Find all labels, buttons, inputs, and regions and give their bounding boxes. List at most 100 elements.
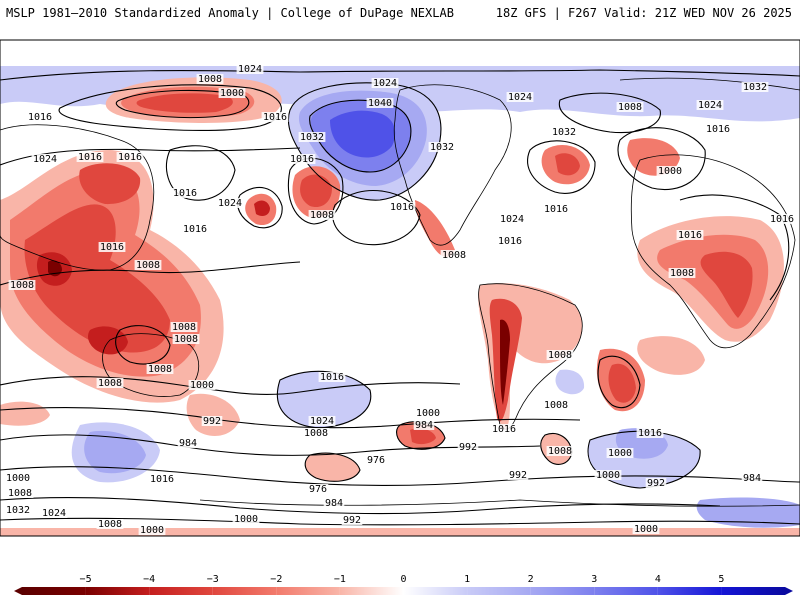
isobar-label: 1000 (190, 380, 214, 391)
colorbar-segment (594, 587, 658, 595)
colorbar-segment (721, 587, 785, 595)
isobar-label-bg (298, 132, 326, 142)
isobar-label-bg (636, 428, 664, 438)
isobar-label: 1008 (8, 488, 32, 499)
isobar-label-bg (440, 250, 468, 260)
isobar-label-bg (218, 88, 246, 98)
anomaly-map: 1024 1008 1000 1024 1040 1024 1032 1008 1024 1032… (0, 39, 800, 537)
isobar-label-bg (96, 519, 124, 529)
isobar-label-bg (138, 525, 166, 535)
isobar-label-bg (741, 82, 769, 92)
isobar-label: 1016 (498, 236, 522, 247)
isobar-label-bg (181, 224, 209, 234)
isobar-label: 1008 (98, 519, 122, 530)
isobar-label: 1008 (148, 364, 172, 375)
isobar-label-bg (676, 230, 704, 240)
isobar-label-bg (188, 380, 216, 390)
colorbar-segment (403, 587, 468, 595)
isobar-label-bg (323, 498, 345, 508)
isobar-label: 1016 (770, 214, 794, 225)
isobar-label: 1016 (638, 428, 662, 439)
isobar-label: 1008 (548, 350, 572, 361)
colorbar-segment (657, 587, 722, 595)
isobar-label: 1008 (670, 268, 694, 279)
isobar-label: 1000 (658, 166, 682, 177)
isobar-label-bg (341, 515, 363, 525)
isobar-label: 1016 (263, 112, 287, 123)
isobar-label-bg (704, 124, 732, 134)
isobar-label: 1008 (136, 260, 160, 271)
isobar-label: 1016 (28, 112, 52, 123)
isobar-label-bg (550, 127, 578, 137)
colorbar-segment (530, 587, 595, 595)
isobar-label: 1000 (234, 514, 258, 525)
isobar-label: 992 (203, 416, 221, 427)
isobar-label: 1008 (174, 334, 198, 345)
isobar-label: 984 (743, 473, 761, 484)
isobar-label-bg (288, 154, 316, 164)
isobar-label: 1016 (678, 230, 702, 241)
isobar-label: 1016 (183, 224, 207, 235)
isobar-label: 1032 (743, 82, 767, 93)
americas-negative-region (414, 200, 583, 430)
colorbar-segment (467, 587, 531, 595)
isobar-label-bg (542, 204, 570, 214)
isobars (0, 69, 800, 526)
isobar-label: 984 (325, 498, 343, 509)
isobar-label-bg (594, 470, 622, 480)
isobar-label: 1024 (42, 508, 66, 519)
isobar-label-bg (366, 98, 394, 108)
isobar-label: 1000 (220, 88, 244, 99)
isobar-label: 1024 (218, 198, 242, 209)
isobar-label: 1008 (442, 250, 466, 261)
anomaly-colorbar: −5 −4 −3 −2 −1 0 1 2 3 4 5 (14, 574, 793, 595)
isobar-label: 1000 (416, 408, 440, 419)
isobar-label-bg (506, 92, 534, 102)
isobar-label: 1016 (290, 154, 314, 165)
colorbar-tick-label: −5 (80, 574, 92, 585)
isobar-label-bg (76, 152, 104, 162)
isobar-label-bg (302, 428, 330, 438)
isobar-label: 992 (647, 478, 665, 489)
isobar-label-bg (201, 416, 223, 426)
colorbar-tick-label: 3 (591, 574, 597, 585)
isobar-label-bg (261, 112, 289, 122)
isobar-label-bg (696, 100, 724, 110)
isobar-label-bg (496, 236, 524, 246)
coastlines (0, 77, 800, 507)
colorbar-segment (149, 587, 213, 595)
colorbar-segment (85, 587, 150, 595)
model-valid-time: 18Z GFS | F267 Valid: 21Z WED NOV 26 202… (495, 6, 792, 20)
isobar-label: 1016 (100, 242, 124, 253)
isobar-label-bg (616, 102, 644, 112)
isobar-label: 1024 (33, 154, 57, 165)
isobar-label-bg (542, 400, 570, 410)
isobar-label: 1016 (544, 204, 568, 215)
isobar-label: 1016 (492, 424, 516, 435)
isobar-label: 1024 (508, 92, 532, 103)
isobar-label: 992 (343, 515, 361, 526)
isobar-label-bg (6, 488, 34, 498)
colorbar-tick-label: −1 (334, 574, 346, 585)
isobar-label-bg (4, 505, 32, 515)
isobar-label-bg (741, 473, 763, 483)
isobar-label: 976 (367, 455, 385, 466)
isobar-label: 1016 (78, 152, 102, 163)
isobar-label-bg (371, 78, 399, 88)
isobar-label-bg (172, 334, 200, 344)
colorbar-min-arrow (14, 587, 22, 595)
isobar-label: 1016 (150, 474, 174, 485)
isobar-label-bg (668, 268, 696, 278)
isobar-label: 1008 (198, 74, 222, 85)
isobar-label: 1040 (368, 98, 392, 109)
colorbar-tick-label: 5 (718, 574, 724, 585)
colorbar-segment (276, 587, 340, 595)
isobar-label-bg (490, 424, 518, 434)
isobar-label: 1008 (10, 280, 34, 291)
isobar-label: 1008 (548, 446, 572, 457)
isobar-label: 1008 (172, 322, 196, 333)
isobar-label-bg (507, 470, 529, 480)
isobar-label: 1032 (6, 505, 30, 516)
isobar-label-bg (308, 416, 336, 426)
isobar-label-bg (98, 242, 126, 252)
